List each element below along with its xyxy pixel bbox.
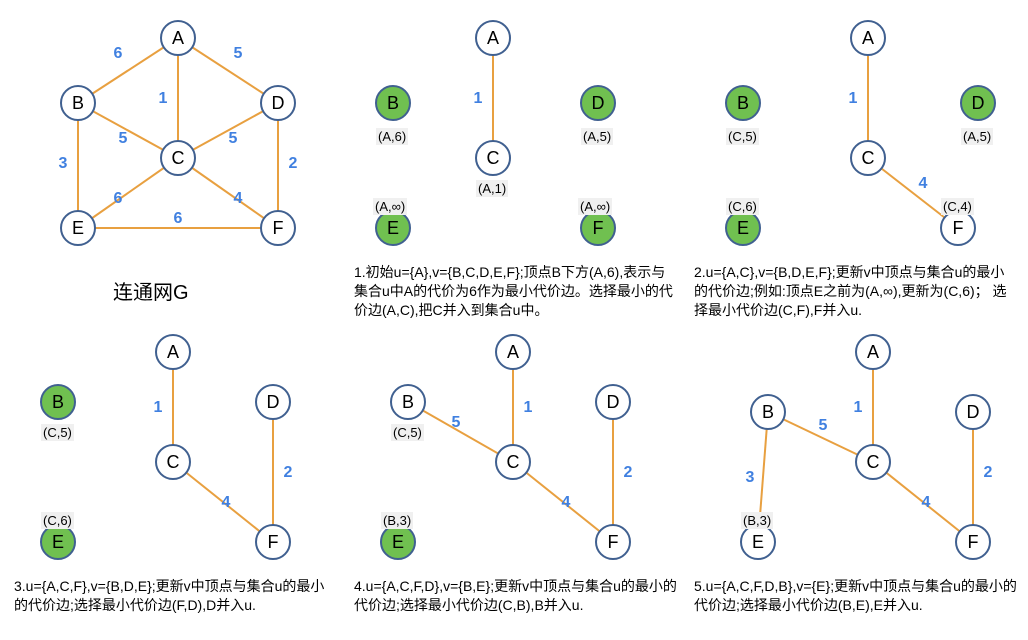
node-label-A: A [172, 28, 184, 48]
node-label-B: B [387, 93, 399, 113]
edge-weight-D-F: 2 [624, 464, 633, 481]
edge-C-F [178, 158, 278, 228]
node-label-C: C [867, 452, 880, 472]
node-label-D: D [592, 93, 605, 113]
node-label-B: B [52, 392, 64, 412]
node-label-D: D [607, 392, 620, 412]
node-label-E: E [72, 218, 84, 238]
edge-weight-B-C: 5 [819, 417, 828, 434]
cost-label: (A,∞) [578, 198, 612, 215]
cost-label: (A,∞) [373, 198, 407, 215]
cost-label: (C,5) [391, 424, 424, 441]
edge-weight-E-F: 6 [174, 210, 183, 227]
panel-title: 连通网G [113, 276, 189, 305]
panel-4: 1 5 4 2 A B D C E F (C,5) (B,3) 4.u={A,C,F,D},v={B,E… [348, 322, 684, 632]
cost-label: (C,4) [941, 198, 974, 215]
cost-label: (C,6) [726, 198, 759, 215]
edge-weight-B-E: 3 [59, 155, 68, 172]
graph-0: 6 5 1 5 5 3 6 4 2 6 A B D C E F [8, 8, 344, 258]
edge-weight-D-F: 2 [284, 464, 293, 481]
node-label-A: A [507, 342, 519, 362]
node-label-E: E [387, 218, 399, 238]
edge-weight-A-C: 1 [849, 90, 858, 107]
panel-caption: 5.u={A,C,F,D,B},v={E};更新v中顶点与集合u的最小的代价边;… [694, 577, 1018, 615]
node-label-D: D [967, 402, 980, 422]
node-label-F: F [953, 218, 964, 238]
node-label-D: D [272, 93, 285, 113]
edge-C-E [78, 158, 178, 228]
graph-5: 1 5 3 4 2 A B D C E F [688, 322, 1024, 572]
node-label-E: E [52, 532, 64, 552]
edge-weight-C-F: 4 [222, 494, 231, 511]
panel-caption: 1.初始u={A},v={B,C,D,E,F};顶点B下方(A,6),表示与集合… [354, 263, 678, 320]
node-label-E: E [752, 532, 764, 552]
edge-weight-A-C: 1 [524, 399, 533, 416]
edge-weight-A-C: 1 [159, 90, 168, 107]
edge-weight-C-E: 6 [114, 190, 123, 207]
node-label-F: F [608, 532, 619, 552]
panel-5: 1 5 3 4 2 A B D C E F (B,3) 5.u={A,C,F,D,B},v={E};更新… [688, 322, 1024, 632]
cost-label: (B,3) [741, 512, 773, 529]
node-label-F: F [273, 218, 284, 238]
panel-caption: 2.u={A,C},v={B,D,E,F};更新v中顶点与集合u的最小的代价边;… [694, 263, 1018, 320]
panel-caption: 4.u={A,C,F,D},v={B,E};更新v中顶点与集合u的最小的代价边;… [354, 577, 678, 615]
node-label-C: C [862, 148, 875, 168]
panel-caption: 3.u={A,C,F},v={B,D,E};更新v中顶点与集合u的最小的代价边;… [14, 577, 338, 615]
cost-label: (A,1) [476, 180, 508, 197]
node-label-C: C [172, 148, 185, 168]
node-label-C: C [167, 452, 180, 472]
edge-weight-B-C: 5 [452, 414, 461, 431]
node-label-A: A [862, 28, 874, 48]
node-label-B: B [402, 392, 414, 412]
node-label-A: A [487, 28, 499, 48]
cost-label: (C,6) [41, 512, 74, 529]
node-label-B: B [72, 93, 84, 113]
edge-weight-D-C: 5 [229, 130, 238, 147]
edge-weight-B-E: 3 [746, 469, 755, 486]
node-label-A: A [167, 342, 179, 362]
edge-weight-C-F: 4 [919, 175, 928, 192]
node-label-A: A [867, 342, 879, 362]
node-label-C: C [487, 148, 500, 168]
edge-weight-A-C: 1 [154, 399, 163, 416]
panel-2: 1 4 A B D C E F (C,5) (A,5) (C,6) (C,4) 2.u={A,C},v=… [688, 8, 1024, 318]
cost-label: (C,5) [726, 128, 759, 145]
cost-label: (B,3) [381, 512, 413, 529]
edge-weight-B-C: 5 [119, 130, 128, 147]
edge-weight-A-D: 5 [234, 45, 243, 62]
node-label-F: F [593, 218, 604, 238]
node-label-F: F [268, 532, 279, 552]
cost-label: (A,5) [581, 128, 613, 145]
edge-weight-A-C: 1 [474, 90, 483, 107]
cost-label: (A,5) [961, 128, 993, 145]
node-label-B: B [762, 402, 774, 422]
graph-4: 1 5 4 2 A B D C E F [348, 322, 684, 572]
node-label-B: B [737, 93, 749, 113]
edge-weight-D-F: 2 [289, 155, 298, 172]
edge-weight-A-C: 1 [854, 399, 863, 416]
panel-1: 1 A B D C E F (A,6) (A,5) (A,1) (A,∞) (A,∞) 1.初始u={A… [348, 8, 684, 318]
node-label-C: C [507, 452, 520, 472]
panel-0: 6 5 1 5 5 3 6 4 2 6 A B D C E F 连通网G [8, 8, 344, 318]
cost-label: (C,5) [41, 424, 74, 441]
edge-weight-C-F: 4 [234, 190, 243, 207]
edge-weight-C-F: 4 [922, 494, 931, 511]
edge-weight-C-F: 4 [562, 494, 571, 511]
node-label-E: E [737, 218, 749, 238]
node-label-F: F [968, 532, 979, 552]
edge-weight-D-F: 2 [984, 464, 993, 481]
node-label-E: E [392, 532, 404, 552]
panel-3: 1 4 2 A B D C E F (C,5) (C,6) 3.u={A,C,F},v={B,D,E}… [8, 322, 344, 632]
node-label-D: D [267, 392, 280, 412]
edge-weight-A-B: 6 [114, 45, 123, 62]
graph-3: 1 4 2 A B D C E F [8, 322, 344, 572]
node-label-D: D [972, 93, 985, 113]
cost-label: (A,6) [376, 128, 408, 145]
